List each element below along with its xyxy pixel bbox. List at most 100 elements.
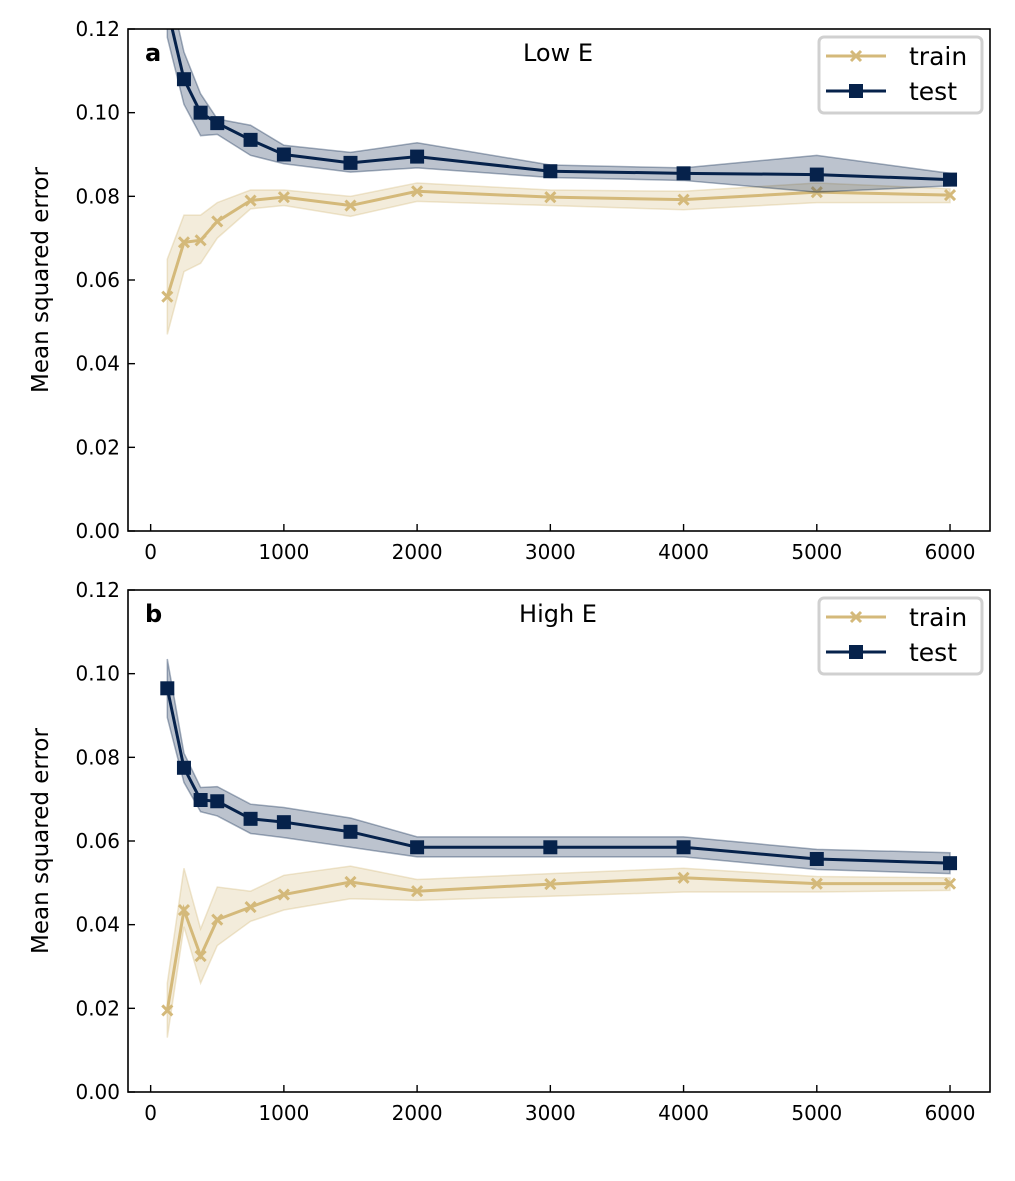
train-point: [211, 215, 224, 228]
test-legend-marker: [849, 645, 863, 659]
train-point: [177, 236, 191, 249]
test-point: [243, 132, 258, 147]
train-legend-marker: [849, 49, 863, 63]
y-tick-label: 0.00: [75, 1080, 120, 1104]
train-legend-label: train: [909, 603, 967, 632]
x-tick-label: 5000: [791, 1101, 842, 1125]
test-point: [809, 851, 824, 866]
panel-a: 0 1000 2000 3000 4000 5000 6000 0.00 0.02 0.04 0.0…: [28, 1, 991, 564]
panel-letter: a: [145, 39, 161, 67]
train-point: [161, 290, 174, 303]
train-point: [810, 877, 823, 890]
test-point: [160, 1, 174, 15]
test-point: [410, 840, 425, 855]
train-point: [544, 878, 557, 891]
test-point: [343, 155, 358, 170]
y-tick-label: 0.08: [75, 184, 120, 208]
test-point: [343, 824, 358, 839]
train-series-line: [165, 876, 951, 1011]
x-tick-label: 1000: [258, 540, 309, 564]
train-point: [277, 191, 290, 204]
test-point: [809, 167, 824, 182]
test-point: [176, 72, 191, 87]
train-point: [943, 877, 957, 890]
panel-letter: b: [145, 600, 162, 628]
test-point: [210, 116, 225, 131]
train-point: [544, 191, 557, 204]
train-point: [411, 185, 424, 198]
y-axis-label: Mean squared error: [28, 728, 54, 954]
test-point: [943, 172, 958, 187]
train-point: [177, 903, 191, 917]
train-point: [810, 186, 823, 199]
y-axis-label: Mean squared error: [28, 167, 54, 393]
test-point: [943, 856, 958, 871]
panel-b: 0 1000 2000 3000 4000 5000 6000 0.00 0.02 0.04 0.0…: [28, 578, 991, 1125]
x-tick-label: 0: [144, 540, 157, 564]
train-point: [161, 1004, 174, 1017]
y-tick-label: 0.12: [75, 17, 120, 41]
train-legend-label: train: [909, 42, 967, 71]
y-tick-label: 0.06: [75, 829, 120, 853]
legend: train test: [817, 596, 984, 676]
train-point: [677, 193, 690, 206]
test-point: [210, 794, 225, 809]
y-tick-label: 0.02: [75, 996, 120, 1020]
x-tick-label: 4000: [658, 540, 709, 564]
train-point: [244, 194, 257, 207]
x-tick-label: 3000: [525, 1101, 576, 1125]
x-tick-label: 6000: [925, 540, 976, 564]
train-series-line: [165, 189, 951, 298]
y-tick-label: 0.02: [75, 435, 120, 459]
x-tick-label: 4000: [658, 1101, 709, 1125]
legend: train test: [817, 35, 984, 115]
test-confidence-band: [166, 658, 951, 875]
train-point: [943, 189, 957, 202]
train-point: [411, 885, 424, 898]
x-tick-label: 2000: [392, 1101, 443, 1125]
x-tick-label: 2000: [392, 540, 443, 564]
test-point: [193, 105, 208, 120]
chart-title: High E: [519, 600, 597, 628]
test-legend-marker: [849, 84, 863, 98]
test-point: [676, 840, 691, 855]
chart-title: Low E: [523, 39, 593, 67]
y-tick-label: 0.10: [75, 101, 120, 125]
test-point: [410, 149, 425, 164]
train-point: [344, 875, 357, 889]
plot-area: [160, 658, 958, 1038]
test-legend-label: test: [909, 638, 957, 667]
x-tick-label: 5000: [791, 540, 842, 564]
test-point: [276, 815, 291, 830]
y-tick-label: 0.04: [75, 913, 120, 937]
train-point: [277, 888, 290, 901]
train-point: [211, 913, 224, 926]
train-point: [194, 234, 207, 247]
x-tick-label: 6000: [925, 1101, 976, 1125]
test-point: [543, 164, 558, 179]
train-point: [244, 901, 257, 914]
y-tick-label: 0.06: [75, 268, 120, 292]
x-tick-label: 3000: [525, 540, 576, 564]
test-legend-label: test: [909, 77, 957, 106]
x-tick-label: 0: [144, 1101, 157, 1125]
test-point: [676, 166, 691, 181]
train-point: [194, 949, 207, 963]
y-tick-label: 0.10: [75, 662, 120, 686]
train-legend-marker: [849, 610, 863, 624]
train-point: [344, 199, 357, 212]
x-tick-label: 1000: [258, 1101, 309, 1125]
test-point: [160, 681, 175, 696]
y-tick-label: 0.08: [75, 745, 120, 769]
train-point: [677, 871, 690, 884]
test-point: [243, 811, 258, 826]
test-point: [543, 840, 558, 855]
test-point: [176, 760, 191, 775]
test-point: [193, 793, 208, 808]
test-point: [276, 147, 291, 162]
y-tick-label: 0.12: [75, 578, 120, 602]
plot-area: [160, 1, 958, 335]
train-confidence-band: [166, 182, 951, 335]
y-tick-label: 0.04: [75, 352, 120, 376]
